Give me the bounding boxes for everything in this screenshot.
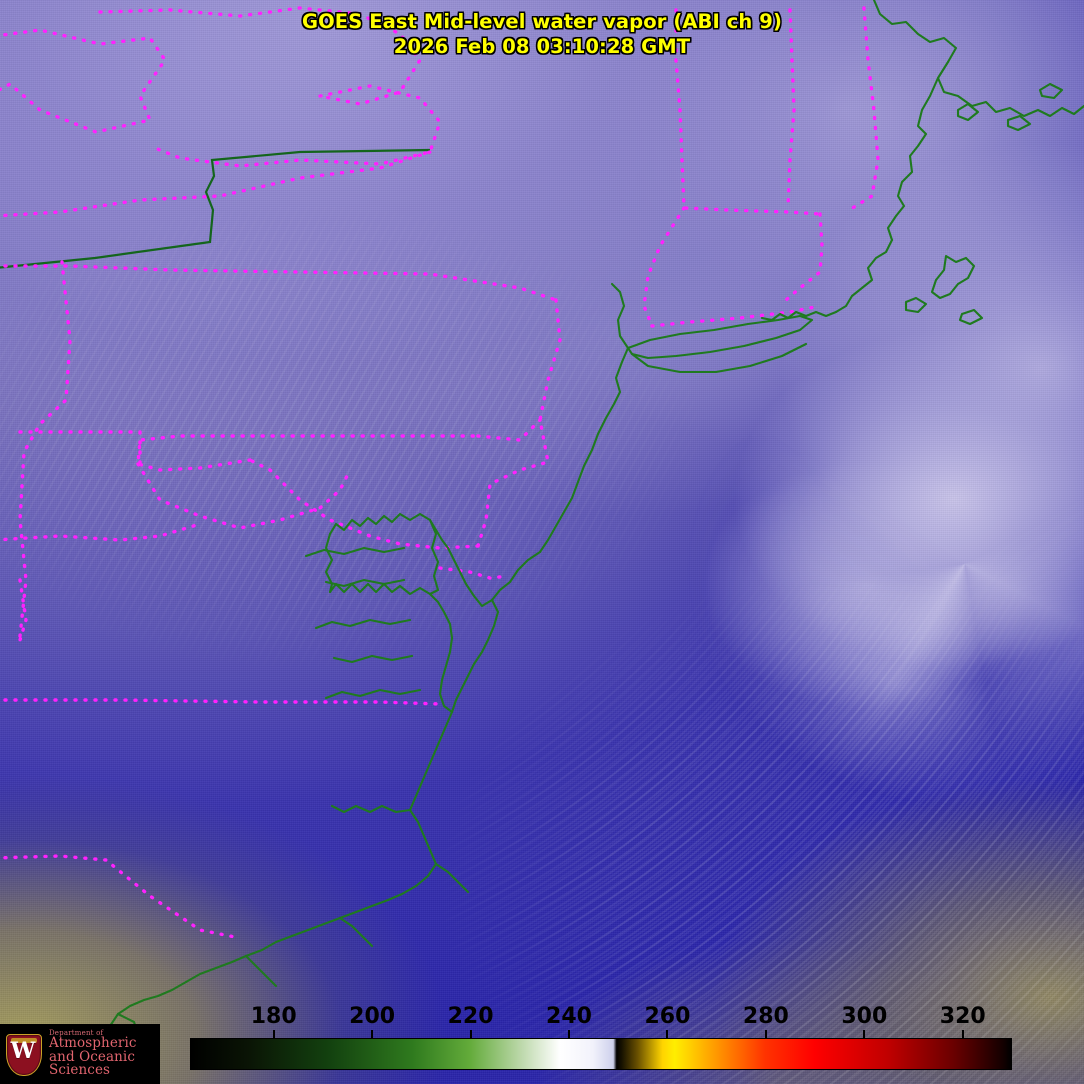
colorbar: 180 200 220 240 260 280 300 320 xyxy=(0,1000,1084,1084)
state-borders xyxy=(0,6,880,940)
colorbar-tick-mark xyxy=(764,1030,767,1038)
logo-dept-line: Department of xyxy=(49,1028,104,1037)
colorbar-tick-mark xyxy=(568,1030,570,1038)
colorbar-tick-label: 260 xyxy=(644,1004,691,1029)
colorbar-tick-label: 200 xyxy=(349,1004,396,1029)
logo-name-line-1: Atmospheric xyxy=(49,1034,137,1051)
colorbar-tick-mark xyxy=(371,1030,374,1038)
colorbar-tick-label: 180 xyxy=(250,1004,297,1029)
coastlines xyxy=(108,0,1084,1044)
colorbar-tick-mark xyxy=(863,1030,866,1038)
logo-text: Department of Atmospheric and Oceanic Sc… xyxy=(49,1028,160,1079)
colorbar-tick-labels: 180 200 220 240 260 280 300 320 xyxy=(0,1000,1084,1038)
colorbar-tick-mark xyxy=(469,1030,472,1038)
colorbar-tick-label: 300 xyxy=(841,1004,888,1029)
crest-letter: W xyxy=(10,1038,36,1064)
crest-shield xyxy=(6,1034,42,1076)
international-border xyxy=(0,148,431,269)
colorbar-tick-label: 320 xyxy=(939,1004,986,1029)
colorbar-tick-mark xyxy=(666,1030,669,1038)
colorbar-tick-mark xyxy=(961,1030,964,1038)
colorbar-tick-label: 240 xyxy=(546,1004,592,1029)
colorbar-tick-mark xyxy=(272,1030,275,1038)
colorbar-tick-label: 280 xyxy=(742,1004,789,1029)
colorbar-gradient xyxy=(190,1038,1012,1070)
colorbar-tick-label: 220 xyxy=(447,1004,494,1029)
logo-name-line-2: and Oceanic Sciences xyxy=(49,1048,136,1079)
institution-logo: W Department of Atmospheric and Oceanic … xyxy=(0,1024,160,1084)
uw-crest-icon: W xyxy=(3,1030,45,1078)
